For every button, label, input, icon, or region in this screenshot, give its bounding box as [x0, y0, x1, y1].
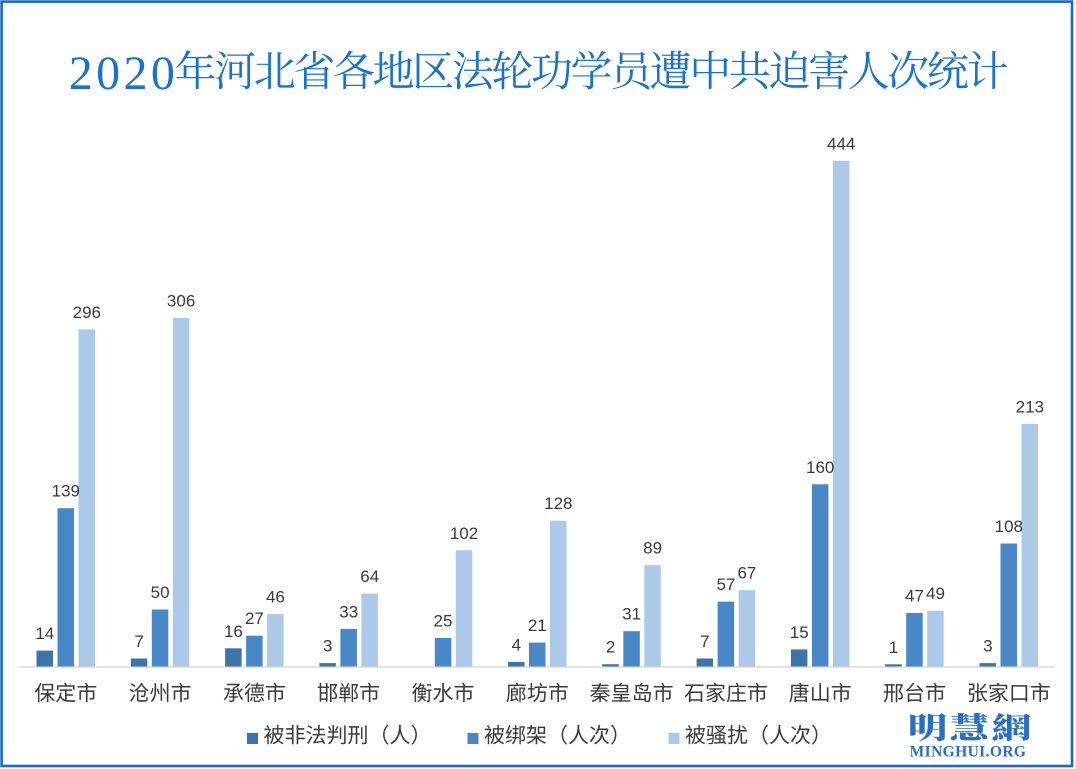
svg-text:27: 27: [245, 609, 264, 628]
svg-text:1: 1: [889, 638, 898, 657]
svg-text:57: 57: [716, 575, 735, 594]
svg-text:7: 7: [700, 632, 709, 651]
svg-text:50: 50: [151, 583, 170, 602]
svg-text:33: 33: [339, 602, 358, 621]
svg-text:3: 3: [323, 637, 332, 656]
svg-text:3: 3: [983, 637, 992, 656]
svg-text:89: 89: [643, 539, 662, 558]
svg-text:47: 47: [905, 587, 924, 606]
svg-text:46: 46: [266, 588, 285, 607]
svg-text:21: 21: [528, 616, 547, 635]
svg-text:108: 108: [995, 517, 1023, 536]
svg-text:49: 49: [926, 584, 945, 603]
svg-text:102: 102: [450, 524, 478, 543]
svg-text:139: 139: [52, 482, 80, 501]
svg-text:67: 67: [737, 564, 756, 583]
svg-text:4: 4: [512, 635, 521, 654]
svg-text:444: 444: [827, 134, 855, 153]
svg-text:128: 128: [544, 494, 572, 513]
svg-text:25: 25: [434, 612, 453, 631]
svg-text:MINGHUI.ORG: MINGHUI.ORG: [910, 744, 1027, 761]
svg-text:306: 306: [167, 292, 195, 311]
svg-text:2020: 2020: [69, 47, 179, 100]
svg-text:2: 2: [606, 638, 615, 657]
svg-text:31: 31: [622, 605, 641, 624]
svg-text:16: 16: [224, 622, 243, 641]
svg-text:160: 160: [806, 458, 834, 477]
svg-text:15: 15: [790, 623, 809, 642]
svg-text:7: 7: [134, 632, 143, 651]
svg-text:14: 14: [35, 624, 54, 643]
svg-text:213: 213: [1016, 397, 1044, 416]
svg-text:296: 296: [73, 303, 101, 322]
svg-text:64: 64: [360, 567, 379, 586]
